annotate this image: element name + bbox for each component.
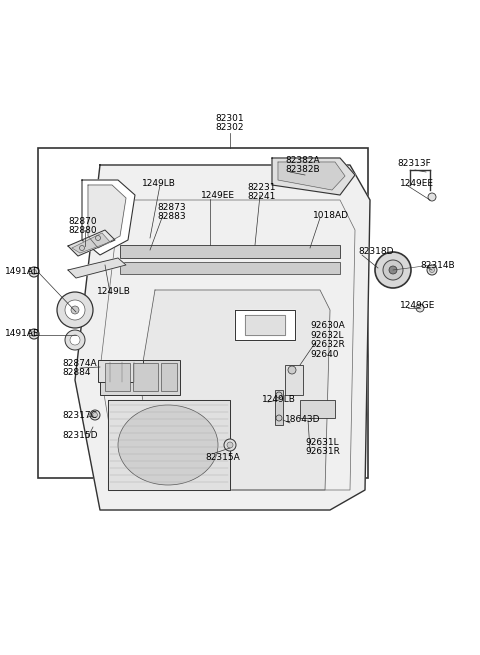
Bar [105,363,130,391]
Bar [38,148,368,478]
Circle shape [29,329,39,339]
Polygon shape [88,185,126,248]
Text: 82382A
82382B: 82382A 82382B [285,156,320,174]
Circle shape [29,267,39,277]
Text: 1249LB: 1249LB [262,396,296,405]
Polygon shape [140,290,330,490]
Circle shape [224,439,236,451]
Bar [120,245,340,258]
Bar [285,365,303,395]
Circle shape [430,267,434,272]
Polygon shape [72,233,110,253]
Circle shape [276,392,282,398]
Polygon shape [82,180,135,255]
Polygon shape [245,315,285,335]
Text: 82318D: 82318D [358,248,394,257]
Text: 82314B: 82314B [420,261,455,269]
Circle shape [70,335,80,345]
Text: 82231
82241: 82231 82241 [247,183,276,201]
Bar [275,390,283,425]
Text: 82315A: 82315A [205,453,240,462]
Text: 1018AD: 1018AD [313,210,349,219]
Circle shape [93,413,97,417]
Text: 82874A
82884: 82874A 82884 [62,359,96,377]
Polygon shape [75,165,370,510]
Circle shape [416,304,424,312]
Circle shape [227,442,233,448]
Circle shape [375,252,411,288]
Circle shape [288,366,296,374]
Circle shape [383,260,403,280]
Text: 92630A
92632L
92632R
92640: 92630A 92632L 92632R 92640 [310,321,345,359]
Text: 1249GE: 1249GE [400,301,435,310]
Text: 82313F: 82313F [397,159,431,168]
Circle shape [32,269,36,274]
Text: 1249LB: 1249LB [97,286,131,295]
Circle shape [96,236,100,240]
Polygon shape [272,158,355,195]
Circle shape [65,330,85,350]
Text: 82873
82883: 82873 82883 [157,202,186,221]
Bar [300,400,335,418]
Ellipse shape [118,405,218,485]
Bar [161,363,177,391]
Circle shape [276,415,282,421]
Text: 1249LB: 1249LB [142,179,176,187]
Circle shape [32,331,36,337]
Text: 82870
82880: 82870 82880 [68,217,96,235]
Text: 92631L
92631R: 92631L 92631R [305,438,340,457]
Text: 18643D: 18643D [285,415,321,424]
Text: 1249EE: 1249EE [400,179,434,187]
Circle shape [80,246,84,250]
Text: 1249EE: 1249EE [201,191,235,200]
Circle shape [71,306,79,314]
Polygon shape [278,162,345,190]
Text: 1491AD: 1491AD [5,267,41,276]
Circle shape [428,193,436,201]
Text: 1491AB: 1491AB [5,329,40,337]
Bar [98,360,143,382]
Text: 82315D: 82315D [62,430,97,440]
Bar [100,360,180,395]
Polygon shape [68,230,115,256]
Polygon shape [68,258,126,278]
Text: 82317C: 82317C [62,411,97,419]
Circle shape [389,266,397,274]
Polygon shape [235,310,295,340]
Circle shape [65,300,85,320]
Bar [120,262,340,274]
Text: 82301
82302: 82301 82302 [216,114,244,132]
Circle shape [427,265,437,275]
Circle shape [57,292,93,328]
Circle shape [90,410,100,420]
Polygon shape [108,400,230,490]
Bar [133,363,158,391]
